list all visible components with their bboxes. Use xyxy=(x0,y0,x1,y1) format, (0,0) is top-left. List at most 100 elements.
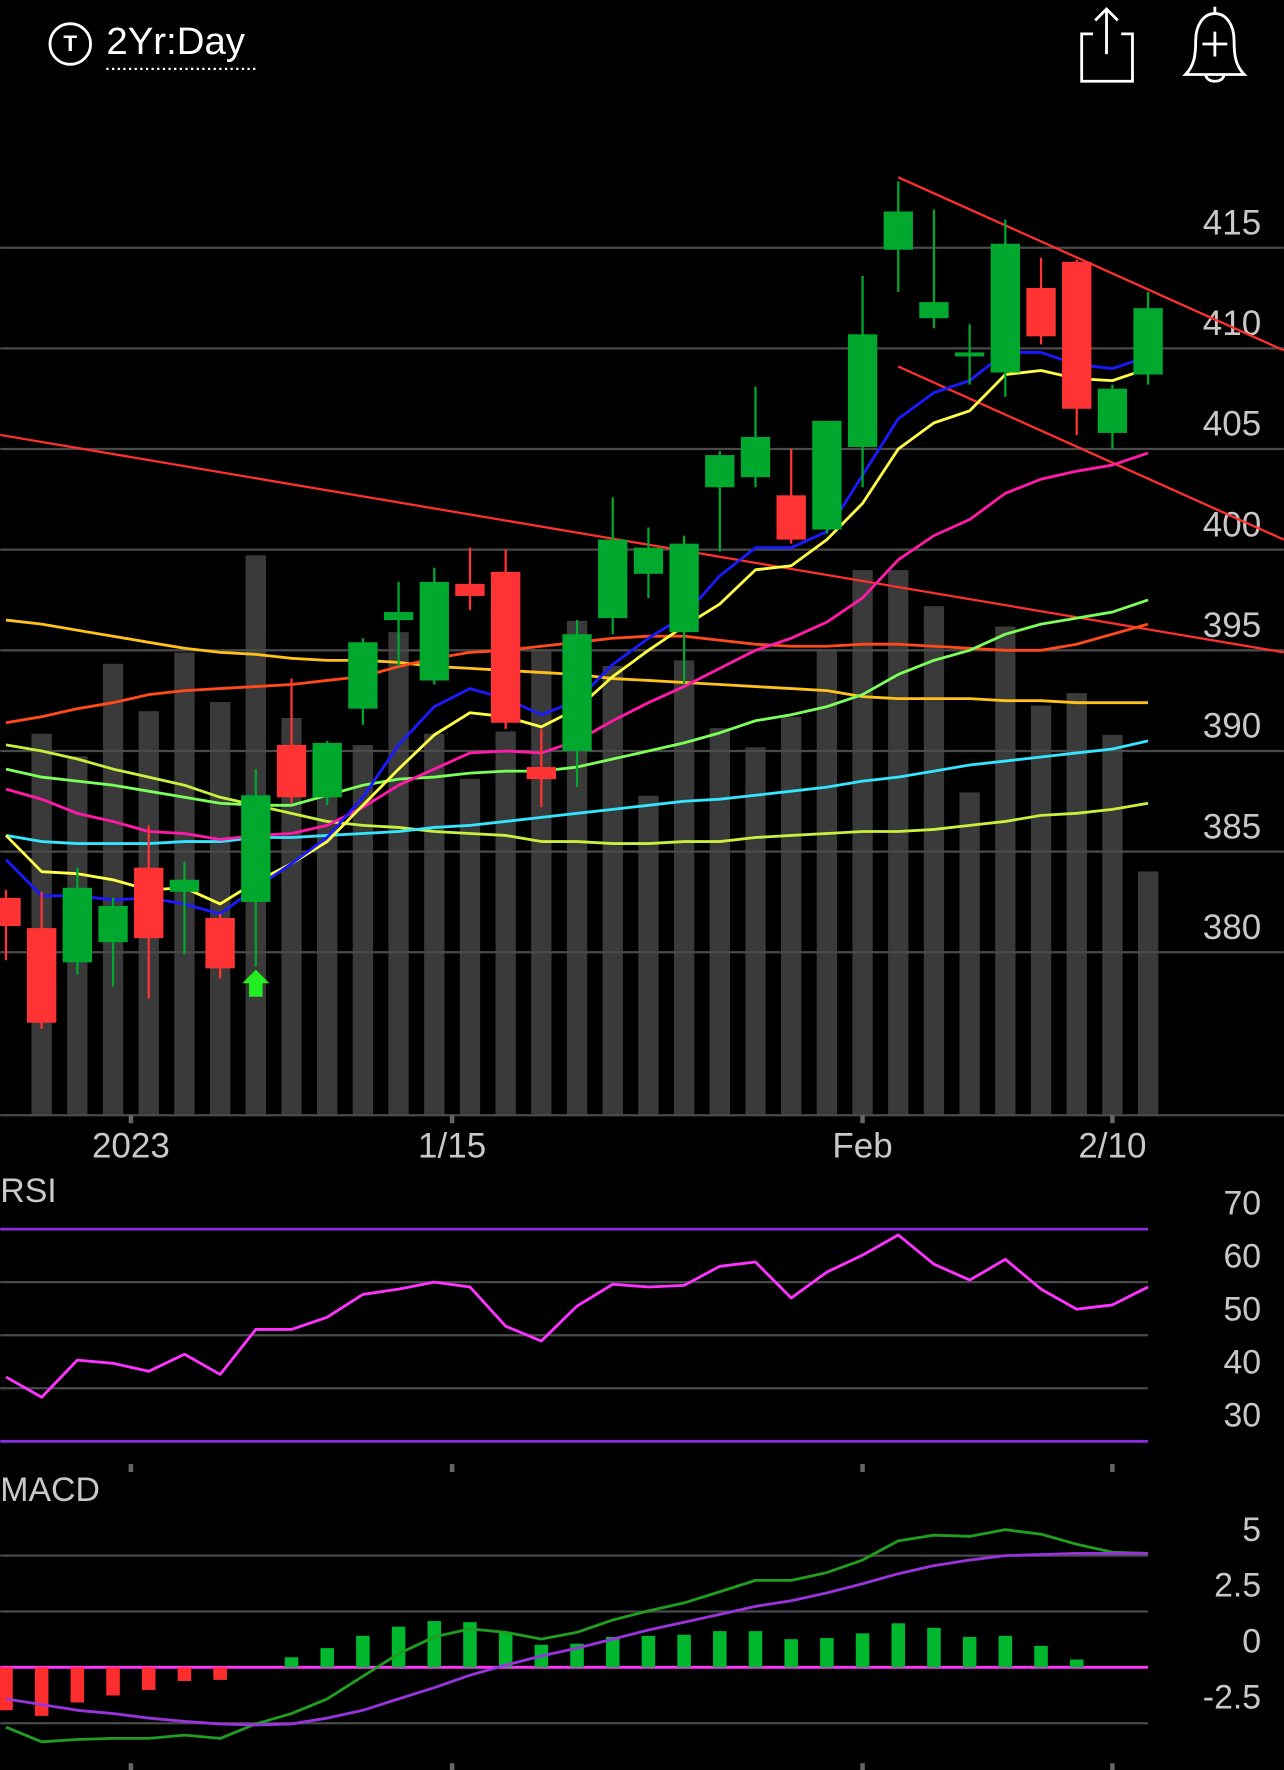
macd-histogram-bar xyxy=(605,1636,620,1668)
macd-histogram-bar xyxy=(641,1635,656,1668)
macd-histogram-bar xyxy=(891,1623,906,1668)
y-tick-label: 390 xyxy=(1203,707,1261,746)
y-tick-label: 2.5 xyxy=(1214,1567,1261,1605)
candle-body xyxy=(62,887,93,963)
ticker-badge[interactable]: T xyxy=(48,22,92,66)
macd-histogram-bar xyxy=(784,1639,798,1668)
timeframe-selector[interactable]: 2Yr:Day xyxy=(106,20,245,63)
trendline xyxy=(897,365,1284,541)
candle-body xyxy=(490,571,521,723)
volume-bar xyxy=(888,570,909,1116)
candle-body xyxy=(1062,261,1092,409)
macd-histogram-bar xyxy=(713,1631,727,1668)
candle-body xyxy=(0,897,21,927)
candle-body xyxy=(455,583,485,596)
volume-bar xyxy=(602,666,623,1116)
volume-bar xyxy=(424,733,445,1116)
macd-histogram-bar xyxy=(962,1636,977,1668)
macd-histogram-bar xyxy=(320,1648,334,1668)
macd-histogram-bar xyxy=(356,1635,370,1668)
candle-body xyxy=(954,352,985,357)
candle-body xyxy=(169,879,200,892)
x-tick-label: Feb xyxy=(832,1126,892,1165)
candle-body xyxy=(98,905,128,943)
macd-histogram-bar xyxy=(463,1622,477,1668)
bell xyxy=(1182,12,1248,76)
candle-body xyxy=(598,539,628,619)
candle-body xyxy=(419,581,449,681)
y-tick-label: 70 xyxy=(1223,1184,1261,1222)
y-tick-label: 50 xyxy=(1223,1290,1261,1328)
rsi-line xyxy=(5,1233,1149,1399)
candle-body xyxy=(990,243,1021,373)
y-tick-label: 405 xyxy=(1203,405,1261,444)
candle-body xyxy=(740,436,771,478)
volume-bar xyxy=(781,716,802,1116)
y-tick-label: 380 xyxy=(1203,908,1261,947)
buy-signal xyxy=(242,969,270,997)
candle-body xyxy=(705,455,735,488)
volume-bar xyxy=(281,717,302,1116)
alert-button[interactable] xyxy=(1182,6,1248,83)
y-tick-label: 385 xyxy=(1203,807,1261,846)
candle-body xyxy=(883,211,913,250)
panel-title: RSI xyxy=(0,1172,56,1210)
volume-bar xyxy=(673,660,695,1116)
candle-body xyxy=(776,495,806,540)
volume-bar xyxy=(388,632,409,1116)
macd-histogram-bar xyxy=(70,1667,85,1703)
y-tick-label: -2.5 xyxy=(1203,1678,1261,1716)
trendline xyxy=(0,433,1284,654)
y-tick-label: 0 xyxy=(1242,1623,1261,1661)
candle-body xyxy=(633,547,664,574)
macd-histogram-bar xyxy=(141,1667,156,1690)
share-arrow xyxy=(1094,7,1119,55)
badge-circle xyxy=(48,22,92,66)
candle-body xyxy=(205,918,235,969)
macd-histogram-bar xyxy=(391,1626,406,1668)
share-button[interactable] xyxy=(1080,7,1134,83)
candle-body xyxy=(847,334,878,448)
macd-histogram-bar xyxy=(998,1635,1013,1668)
volume-bar xyxy=(1030,705,1052,1116)
moving-average xyxy=(5,743,1149,845)
x-tick-label: 2023 xyxy=(92,1126,170,1165)
macd-histogram-bar xyxy=(34,1667,49,1716)
macd-histogram-bar xyxy=(927,1627,941,1668)
share-box xyxy=(1080,32,1134,83)
volume-bar xyxy=(959,792,980,1116)
volume-bar xyxy=(459,778,481,1116)
y-tick-label: 30 xyxy=(1223,1397,1261,1435)
volume-bar xyxy=(531,649,552,1116)
macd-histogram-bar xyxy=(1034,1645,1048,1668)
macd-histogram-bar xyxy=(427,1621,442,1668)
candle-body xyxy=(812,420,842,530)
volume-bar xyxy=(638,795,659,1116)
volume-bar xyxy=(495,731,516,1116)
volume-bar xyxy=(816,649,838,1116)
candle-body xyxy=(1026,288,1056,337)
panel-title: MACD xyxy=(0,1471,100,1509)
candle-body xyxy=(1097,388,1128,433)
macd-histogram-bar xyxy=(284,1657,299,1668)
volume-bar xyxy=(995,626,1016,1116)
macd-histogram-bar xyxy=(1069,1659,1084,1668)
y-tick-label: 415 xyxy=(1203,203,1261,242)
candle-body xyxy=(526,767,557,780)
x-tick-label: 2/10 xyxy=(1078,1126,1146,1165)
volume-bar xyxy=(1066,693,1087,1116)
y-tick-label: 395 xyxy=(1203,606,1261,645)
volume-bar xyxy=(352,745,374,1116)
candle-body xyxy=(919,302,949,319)
volume-bar xyxy=(1102,734,1123,1116)
moving-average xyxy=(5,739,1149,845)
candle-body xyxy=(383,612,414,621)
badge-letter: T xyxy=(63,31,77,56)
volume-bar xyxy=(102,663,124,1116)
macd-line xyxy=(5,1551,1149,1727)
macd-histogram-bar xyxy=(0,1667,13,1711)
candle-body xyxy=(26,928,57,1023)
bell-plus xyxy=(1202,6,1228,83)
macd-histogram-bar xyxy=(748,1631,763,1668)
